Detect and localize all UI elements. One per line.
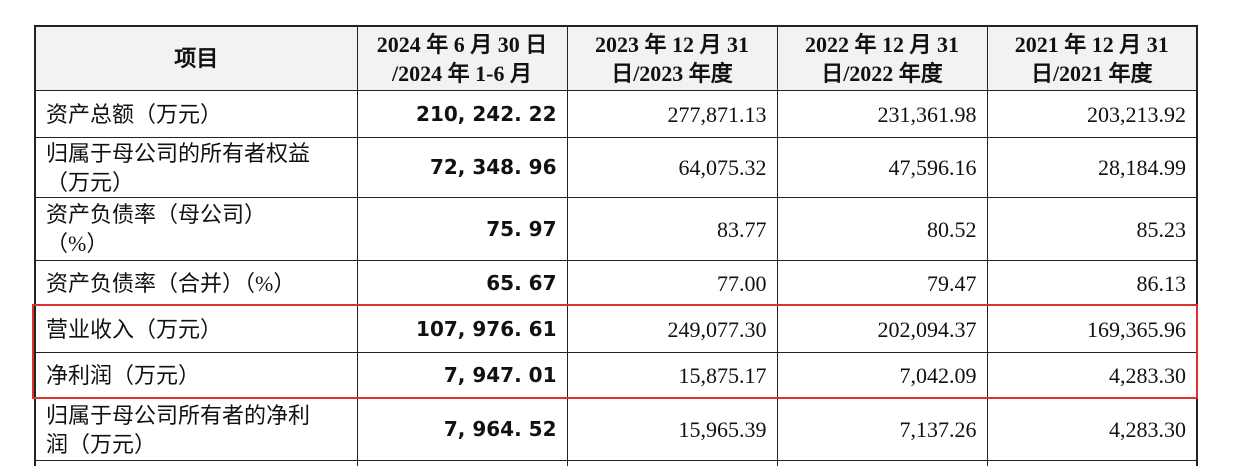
data-table: 项目 2024 年 6 月 30 日/2024 年 1-6 月 2023 年 12 … (34, 25, 1198, 466)
value-cell: 7, 964. 52 (356, 398, 568, 461)
table-row: 资产总额（万元） 210, 242. 22 277,871.13 231,361.98… (34, 90, 1198, 138)
row-label: 归属于母公司的所有者权益 （万元） (34, 137, 358, 198)
cell-line: （%） (46, 231, 109, 256)
table-row: 归属于母公司的所有者权益 （万元） 72, 348. 96 64,075.32 47,5… (34, 137, 1198, 198)
value-cell: 85.23 (986, 197, 1198, 261)
cell-line: 营业收入（万元） (46, 316, 223, 342)
value-cell: 80.52 (776, 197, 988, 261)
value-cell: 231,361.98 (776, 90, 988, 138)
cell-line: 资产负债率（母公司） (46, 202, 267, 227)
column-header: 项目 (34, 25, 358, 91)
cell-line: 日/2021 年度 (1030, 60, 1153, 86)
value-cell: 203,213.92 (986, 90, 1198, 138)
cell-line: 2023 年 12 月 31 (594, 31, 749, 57)
value-cell: 75. 97 (356, 197, 568, 261)
cell-line: 资产负债率（合并）（%） (46, 270, 296, 296)
value-cell: 4,283.30 (986, 398, 1198, 461)
empty-cell (776, 460, 988, 466)
table-row (34, 460, 1198, 466)
value-cell: 77.00 (566, 260, 778, 306)
column-header: 2022 年 12 月 31 日/2022 年度 (776, 25, 988, 91)
highlight-box (32, 304, 1198, 399)
value-cell: 83.77 (566, 197, 778, 261)
value-cell: 65. 67 (356, 260, 568, 306)
cell-line: /2024 年 1-6 月 (392, 60, 532, 86)
cell-line: 日/2023 年度 (611, 60, 733, 86)
row-label: 资产负债率（合并）（%） (34, 260, 358, 306)
row-label: 资产总额（万元） (34, 90, 358, 138)
row-label: 归属于母公司所有者的净利 润（万元） (34, 398, 358, 461)
cell-line: 归属于母公司的所有者权益 (46, 140, 311, 166)
cell-line: 净利润（万元） (46, 363, 201, 388)
table-row: 净利润（万元） 7, 947. 01 15,875.17 7,042.09 4,283.… (34, 352, 1198, 399)
cell-line: 日/2022 年度 (821, 60, 943, 86)
table-body: 资产总额（万元） 210, 242. 22 277,871.13 231,361.98… (34, 90, 1198, 466)
value-cell: 15,965.39 (566, 398, 778, 461)
cell-line: 2021 年 12 月 31 (1014, 31, 1169, 57)
value-cell: 28,184.99 (986, 137, 1198, 198)
value-cell: 249,077.30 (566, 305, 778, 353)
column-header: 2021 年 12 月 31 日/2021 年度 (986, 25, 1198, 91)
column-header: 2024 年 6 月 30 日/2024 年 1-6 月 (356, 25, 568, 91)
cell-line: 项目 (174, 46, 219, 71)
cell-line: 2024 年 6 月 30 日 (376, 31, 548, 57)
header-row: 项目 2024 年 6 月 30 日/2024 年 1-6 月 2023 年 12 … (34, 25, 1198, 91)
value-cell: 277,871.13 (566, 90, 778, 138)
row-label: 资产负债率（母公司） （%） (34, 197, 358, 261)
value-cell: 210, 242. 22 (356, 90, 568, 138)
value-cell: 79.47 (776, 260, 988, 306)
table-row: 归属于母公司所有者的净利 润（万元） 7, 964. 52 15,965.39 7,13… (34, 398, 1198, 461)
value-cell: 107, 976. 61 (356, 305, 568, 353)
table-row: 资产负债率（合并）（%） 65. 67 77.00 79.47 86.13 (34, 260, 1198, 306)
cell-line: 资产总额（万元） (46, 101, 223, 127)
value-cell: 64,075.32 (566, 137, 778, 198)
column-header: 2023 年 12 月 31 日/2023 年度 (566, 25, 778, 91)
empty-cell (986, 460, 1198, 466)
cell-line: 2022 年 12 月 31 (804, 31, 959, 57)
row-label: 营业收入（万元） (34, 305, 358, 353)
value-cell: 47,596.16 (776, 137, 988, 198)
table-row: 资产负债率（母公司） （%） 75. 97 83.77 80.52 85.23 (34, 197, 1198, 261)
empty-cell (356, 460, 568, 466)
cell-line: （万元） (46, 169, 135, 195)
cell-line: 归属于母公司所有者的净利 (46, 402, 311, 428)
cell-line: 润（万元） (46, 431, 157, 457)
value-cell: 7,137.26 (776, 398, 988, 461)
value-cell: 86.13 (986, 260, 1198, 306)
value-cell: 4,283.30 (986, 352, 1198, 399)
value-cell: 72, 348. 96 (356, 137, 568, 198)
empty-cell (34, 460, 358, 466)
row-label: 净利润（万元） (34, 352, 358, 399)
empty-cell (566, 460, 778, 466)
